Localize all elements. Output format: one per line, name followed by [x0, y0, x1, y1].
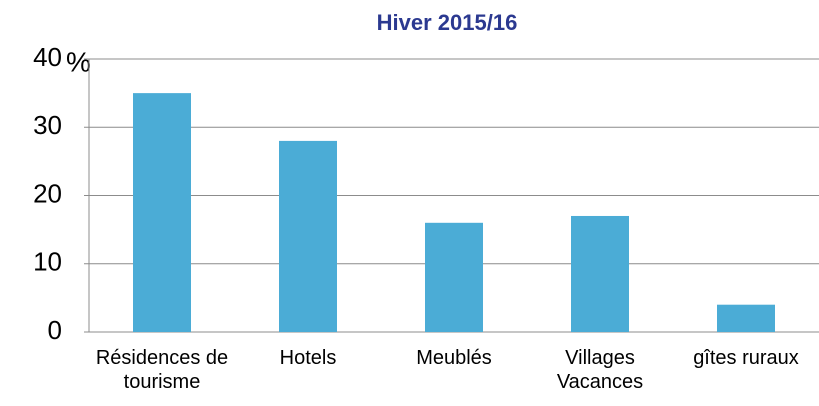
y-tick-label: 20 [33, 178, 62, 208]
bar [717, 304, 775, 332]
chart-title: Hiver 2015/16 [377, 10, 518, 35]
bar [133, 93, 191, 332]
x-tick-label: gîtes ruraux [693, 347, 799, 369]
y-tick-label: 40 [33, 42, 62, 72]
y-tick-label: 10 [33, 247, 62, 277]
y-tick-label: 30 [33, 110, 62, 140]
bar [425, 222, 483, 332]
bar [279, 140, 337, 332]
x-tick-label: Résidences de tourisme [95, 347, 229, 393]
x-tick-label: Meublés [416, 347, 492, 369]
y-axis-label: % [66, 46, 91, 77]
y-tick-label: 0 [48, 315, 62, 345]
x-tick-label: Hotels [279, 347, 337, 369]
x-tick-label: Villages Vacances [556, 347, 644, 393]
bar [571, 215, 629, 332]
